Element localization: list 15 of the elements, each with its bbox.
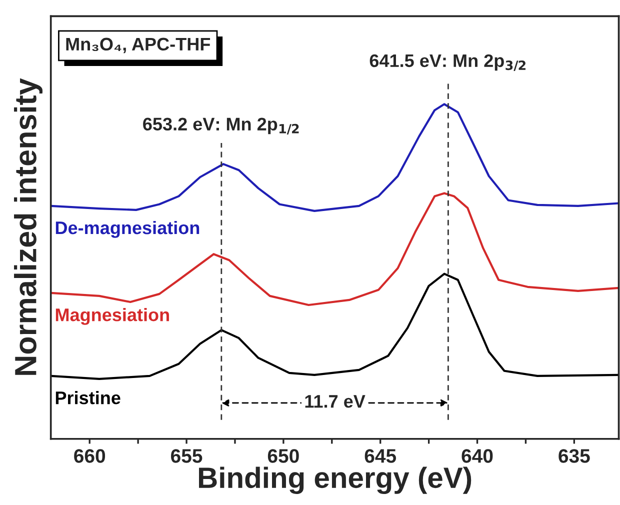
ref-line-label: 653.2 eV: Mn 2p$_{1/2}$: [143, 118, 299, 134]
x-tick-label: 650: [268, 449, 299, 463]
text: Mn₃O₄, APC-THF: [66, 38, 210, 54]
ref-line-label: 641.5 eV: Mn 2p$_{3/2}$: [370, 54, 526, 72]
x-tick-label: 655: [171, 449, 202, 463]
x-tick-label: 645: [364, 449, 396, 463]
series-label: De-magnesiation: [56, 220, 200, 238]
series-label: Magnesiation: [56, 308, 169, 325]
x-tick-label: 640: [462, 449, 493, 463]
annotation: 11.7 eV: [305, 395, 366, 408]
series-label: Pristine: [56, 390, 120, 404]
y-axis-title: Normalized intensity: [14, 78, 43, 375]
x-tick-label: 635: [558, 449, 590, 463]
x-tick-label: 660: [74, 449, 106, 463]
x-axis-title: Binding energy (eV): [199, 466, 472, 494]
